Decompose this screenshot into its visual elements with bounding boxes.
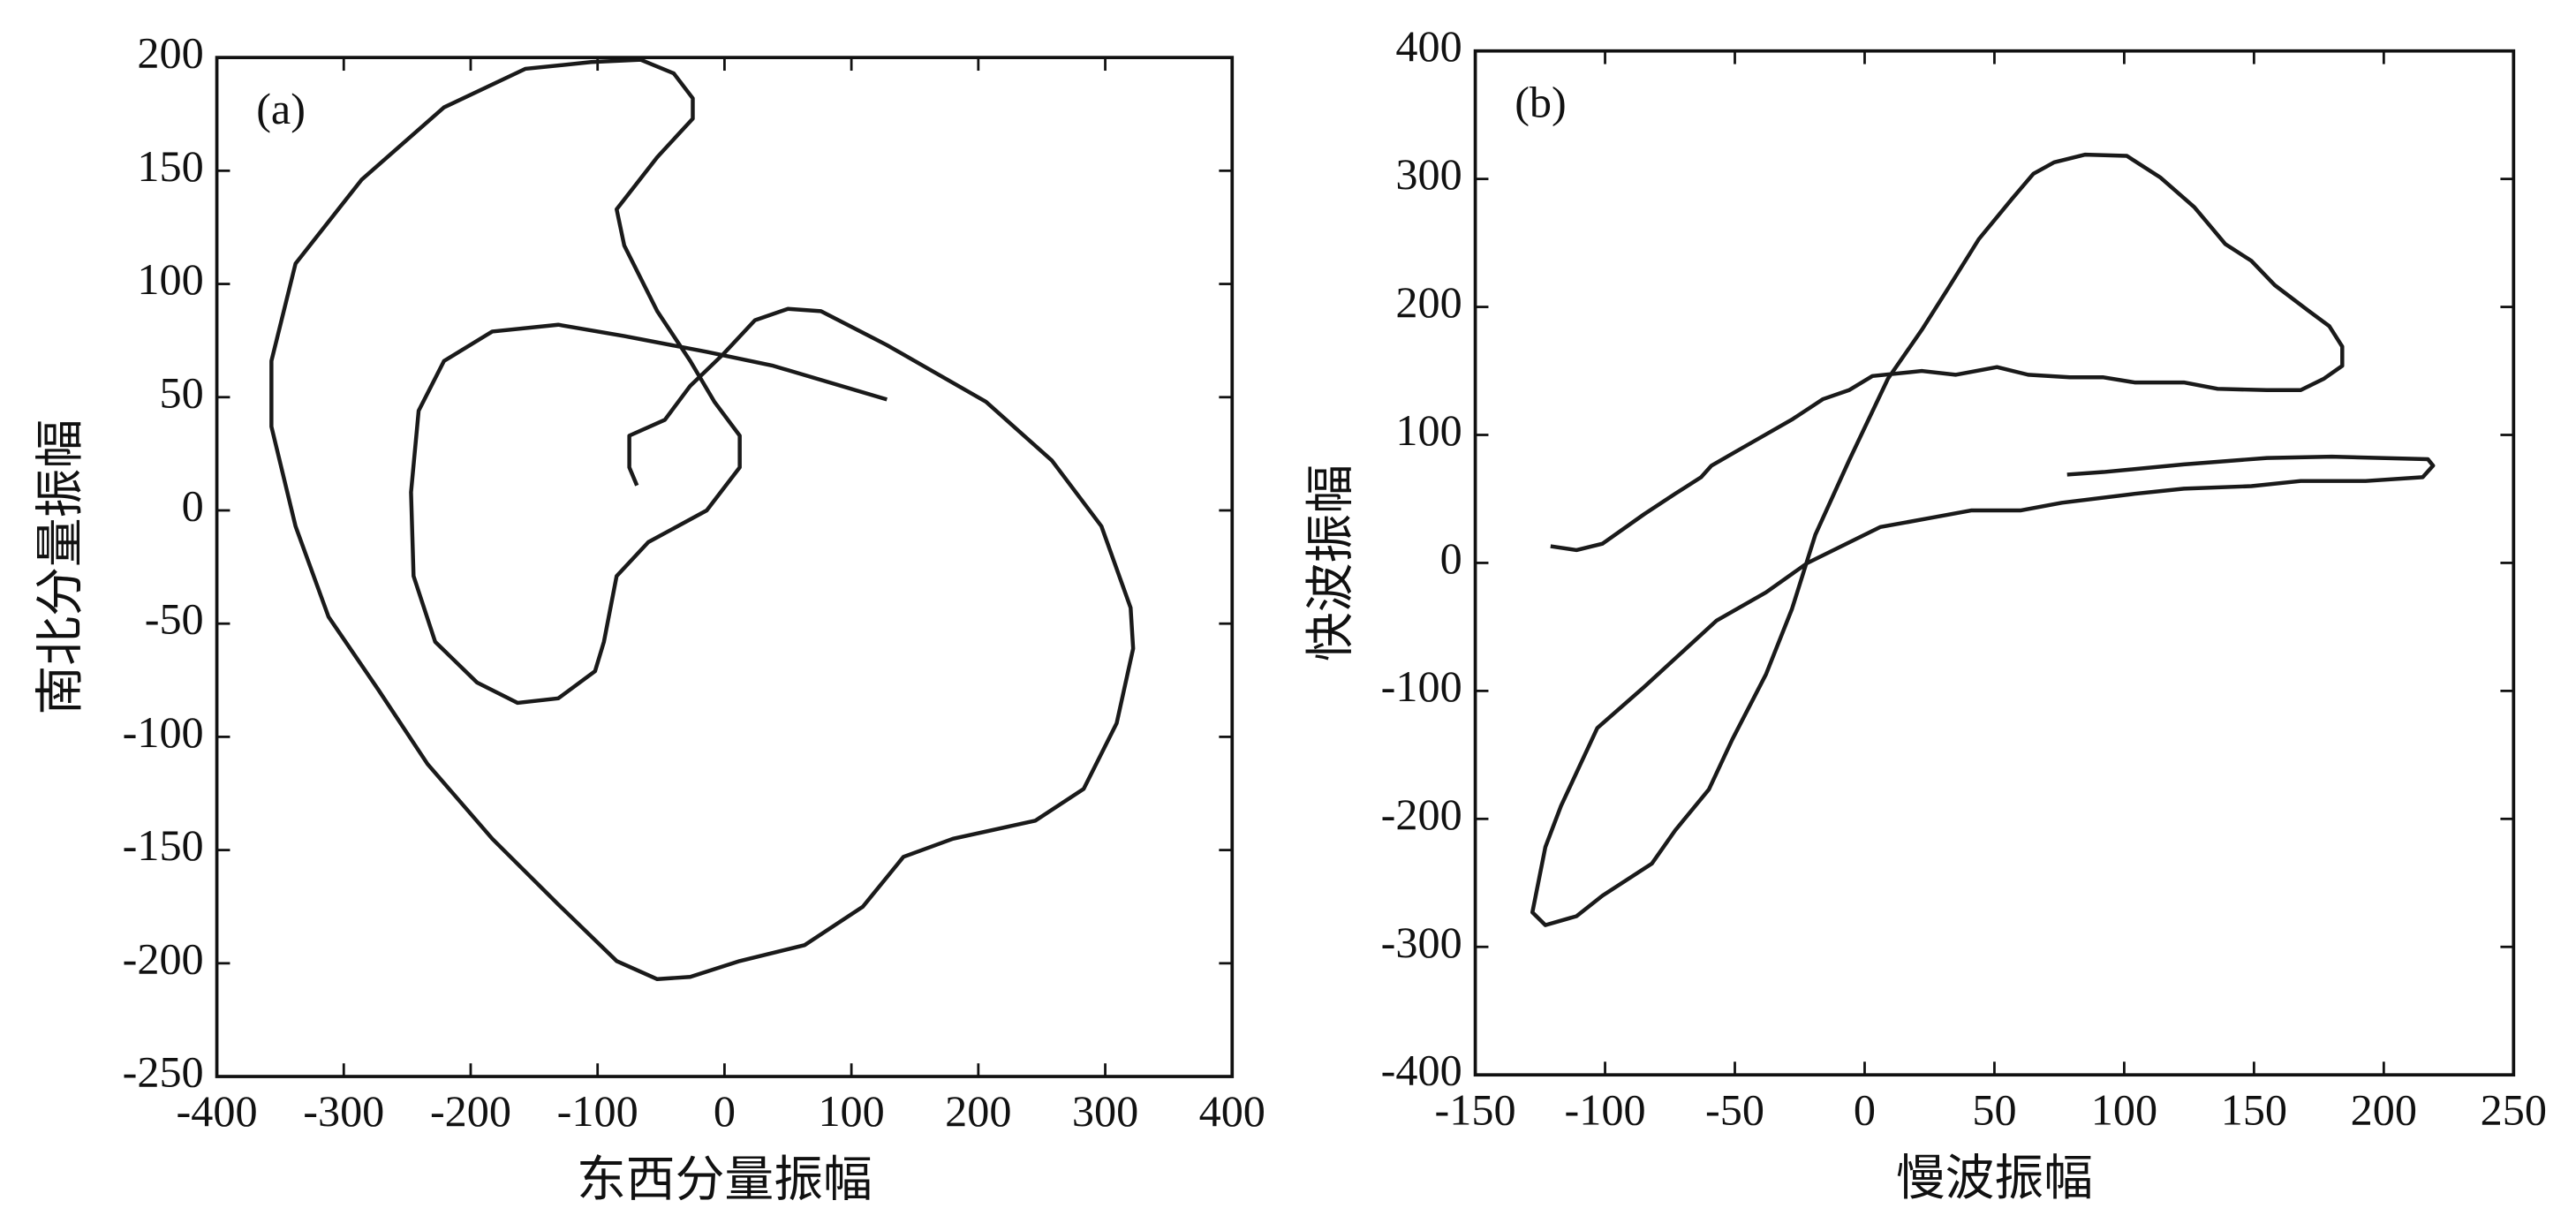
x-tick-label: -150 — [1435, 1084, 1516, 1134]
x-tick-label: 300 — [1072, 1086, 1138, 1136]
y-tick-label: -250 — [123, 1047, 204, 1097]
y-tick-label: -200 — [1381, 789, 1462, 839]
y-tick-label: 200 — [137, 28, 203, 78]
y-tick-label: -300 — [1381, 918, 1462, 967]
x-tick-label: -50 — [1705, 1084, 1764, 1134]
x-tick-label: 50 — [1972, 1084, 2016, 1134]
y-tick-label: 50 — [159, 367, 203, 417]
x-tick-label: 200 — [2351, 1084, 2417, 1134]
x-axis-label: 慢波振幅 — [1896, 1152, 2093, 1206]
y-tick-label: -100 — [1381, 661, 1462, 711]
x-tick-label: -100 — [557, 1086, 638, 1136]
y-tick-label: -50 — [145, 594, 204, 644]
panel-label: (b) — [1515, 77, 1567, 126]
plot-frame — [1473, 49, 2516, 1077]
trace — [1530, 152, 2436, 927]
x-tick-label: 400 — [1199, 1086, 1265, 1136]
x-tick-label: -400 — [177, 1086, 258, 1136]
y-tick-label: 150 — [137, 141, 203, 191]
y-tick-label: 0 — [182, 481, 204, 531]
x-tick-label: -100 — [1565, 1084, 1646, 1134]
y-tick-label: -200 — [123, 933, 204, 983]
x-tick-label: 150 — [2221, 1084, 2287, 1134]
x-tick-label: 0 — [714, 1086, 736, 1136]
x-tick-label: 100 — [818, 1086, 884, 1136]
x-axis-label: 东西分量振幅 — [577, 1153, 873, 1208]
y-tick-label: 300 — [1395, 149, 1462, 199]
x-tick-label: 100 — [2091, 1084, 2157, 1134]
y-axis-label: 快波振幅 — [1303, 464, 1358, 661]
y-tick-label: 100 — [137, 254, 203, 304]
y-tick-label: -100 — [123, 707, 204, 757]
y-tick-label: 400 — [1395, 21, 1462, 71]
panel-label: (a) — [256, 84, 306, 133]
y-axis-label: 南北分量振幅 — [34, 419, 88, 715]
plot-frame — [215, 56, 1235, 1078]
y-tick-label: 0 — [1440, 533, 1462, 583]
trace — [269, 57, 1136, 982]
x-tick-label: -200 — [430, 1086, 511, 1136]
x-tick-label: 0 — [1854, 1084, 1876, 1134]
y-tick-label: 200 — [1395, 277, 1462, 327]
x-tick-label: -300 — [303, 1086, 384, 1136]
x-tick-label: 250 — [2481, 1084, 2547, 1134]
y-tick-label: 100 — [1395, 405, 1462, 455]
y-tick-label: -150 — [123, 820, 204, 870]
x-tick-label: 200 — [945, 1086, 1011, 1136]
y-tick-label: -400 — [1381, 1046, 1462, 1095]
